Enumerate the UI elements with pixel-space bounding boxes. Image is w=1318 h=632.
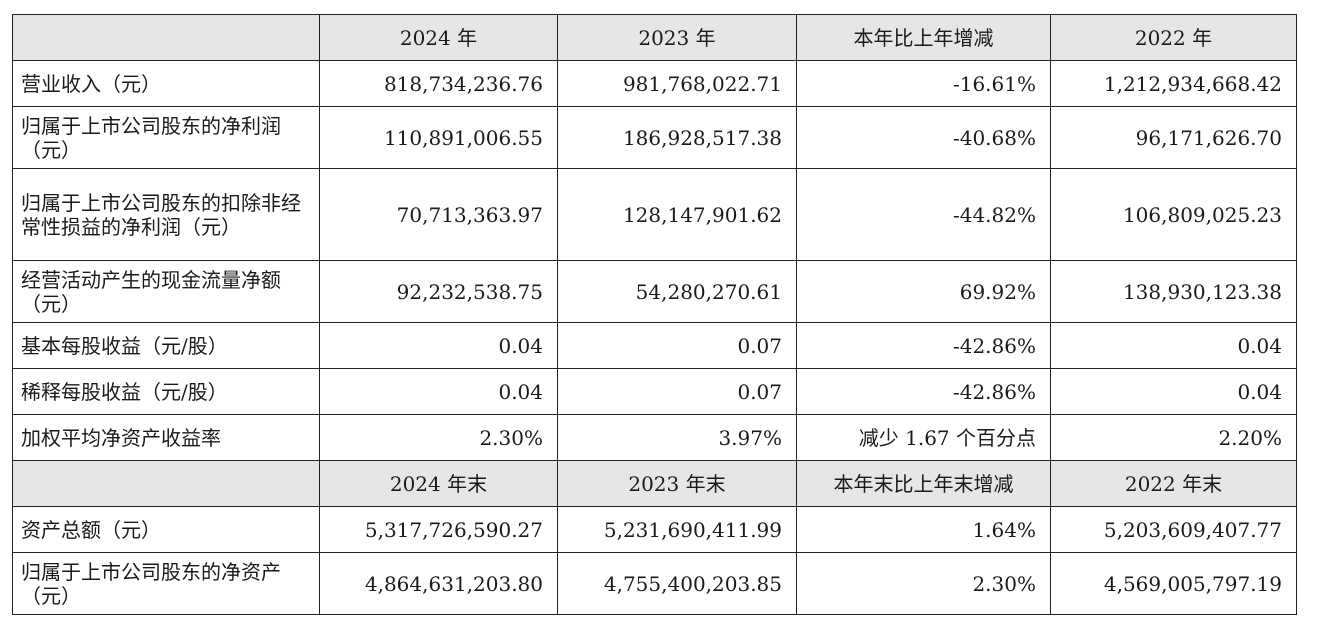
value-change: -42.86%	[796, 368, 1051, 415]
header-cell-2022: 2022 年	[1050, 14, 1297, 61]
row-label: 基本每股收益（元/股）	[12, 322, 320, 369]
table-row: 资产总额（元） 5,317,726,590.27 5,231,690,411.9…	[12, 506, 1297, 553]
table-row: 归属于上市公司股东的净资产（元） 4,864,631,203.80 4,755,…	[12, 552, 1297, 615]
value-2024: 110,891,006.55	[319, 106, 558, 169]
value-2024: 70,713,363.97	[319, 168, 558, 261]
value-2023: 128,147,901.62	[557, 168, 797, 261]
table-row: 归属于上市公司股东的净利润（元） 110,891,006.55 186,928,…	[12, 106, 1297, 169]
value-2022: 138,930,123.38	[1050, 260, 1297, 323]
header-cell-change-end: 本年末比上年末增减	[796, 460, 1051, 507]
value-2024: 5,317,726,590.27	[319, 506, 558, 553]
value-2022: 106,809,025.23	[1050, 168, 1297, 261]
value-2023: 5,231,690,411.99	[557, 506, 797, 553]
table-row: 归属于上市公司股东的扣除非经常性损益的净利润（元） 70,713,363.97 …	[12, 168, 1297, 261]
value-2024: 2.30%	[319, 414, 558, 461]
header-cell-2024-end: 2024 年末	[319, 460, 558, 507]
value-2022: 0.04	[1050, 322, 1297, 369]
value-change: 2.30%	[796, 552, 1051, 615]
header-cell-2023: 2023 年	[557, 14, 797, 61]
value-2022: 1,212,934,668.42	[1050, 60, 1297, 107]
value-2023: 186,928,517.38	[557, 106, 797, 169]
value-change: 1.64%	[796, 506, 1051, 553]
value-2022: 4,569,005,797.19	[1050, 552, 1297, 615]
value-2022: 96,171,626.70	[1050, 106, 1297, 169]
table-row: 营业收入（元） 818,734,236.76 981,768,022.71 -1…	[12, 60, 1297, 107]
header-cell-2024: 2024 年	[319, 14, 558, 61]
row-label: 归属于上市公司股东的扣除非经常性损益的净利润（元）	[12, 168, 320, 261]
value-change: 69.92%	[796, 260, 1051, 323]
row-label: 经营活动产生的现金流量净额（元）	[12, 260, 320, 323]
row-label: 归属于上市公司股东的净资产（元）	[12, 552, 320, 615]
value-change: -16.61%	[796, 60, 1051, 107]
financial-summary-table: 2024 年 2023 年 本年比上年增减 2022 年 营业收入（元） 818…	[12, 14, 1297, 615]
header-row-yearend: 2024 年末 2023 年末 本年末比上年末增减 2022 年末	[12, 460, 1297, 507]
table-row: 基本每股收益（元/股） 0.04 0.07 -42.86% 0.04	[12, 322, 1297, 369]
table-row: 经营活动产生的现金流量净额（元） 92,232,538.75 54,280,27…	[12, 260, 1297, 323]
value-change: -42.86%	[796, 322, 1051, 369]
value-2024: 818,734,236.76	[319, 60, 558, 107]
value-2024: 0.04	[319, 368, 558, 415]
value-2024: 4,864,631,203.80	[319, 552, 558, 615]
value-2024: 92,232,538.75	[319, 260, 558, 323]
header-row-annual: 2024 年 2023 年 本年比上年增减 2022 年	[12, 14, 1297, 61]
value-change: 减少 1.67 个百分点	[796, 414, 1051, 461]
value-2023: 0.07	[557, 322, 797, 369]
row-label: 资产总额（元）	[12, 506, 320, 553]
row-label: 营业收入（元）	[12, 60, 320, 107]
value-2022: 2.20%	[1050, 414, 1297, 461]
value-2023: 981,768,022.71	[557, 60, 797, 107]
row-label: 归属于上市公司股东的净利润（元）	[12, 106, 320, 169]
value-2022: 0.04	[1050, 368, 1297, 415]
table-row: 稀释每股收益（元/股） 0.04 0.07 -42.86% 0.04	[12, 368, 1297, 415]
value-2023: 54,280,270.61	[557, 260, 797, 323]
header-cell-2023-end: 2023 年末	[557, 460, 797, 507]
header-cell-blank	[12, 14, 320, 61]
value-2024: 0.04	[319, 322, 558, 369]
value-2022: 5,203,609,407.77	[1050, 506, 1297, 553]
table-row: 加权平均净资产收益率 2.30% 3.97% 减少 1.67 个百分点 2.20…	[12, 414, 1297, 461]
row-label: 加权平均净资产收益率	[12, 414, 320, 461]
header-cell-change: 本年比上年增减	[796, 14, 1051, 61]
value-2023: 0.07	[557, 368, 797, 415]
header-cell-blank	[12, 460, 320, 507]
value-2023: 4,755,400,203.85	[557, 552, 797, 615]
value-change: -44.82%	[796, 168, 1051, 261]
header-cell-2022-end: 2022 年末	[1050, 460, 1297, 507]
row-label: 稀释每股收益（元/股）	[12, 368, 320, 415]
value-change: -40.68%	[796, 106, 1051, 169]
value-2023: 3.97%	[557, 414, 797, 461]
